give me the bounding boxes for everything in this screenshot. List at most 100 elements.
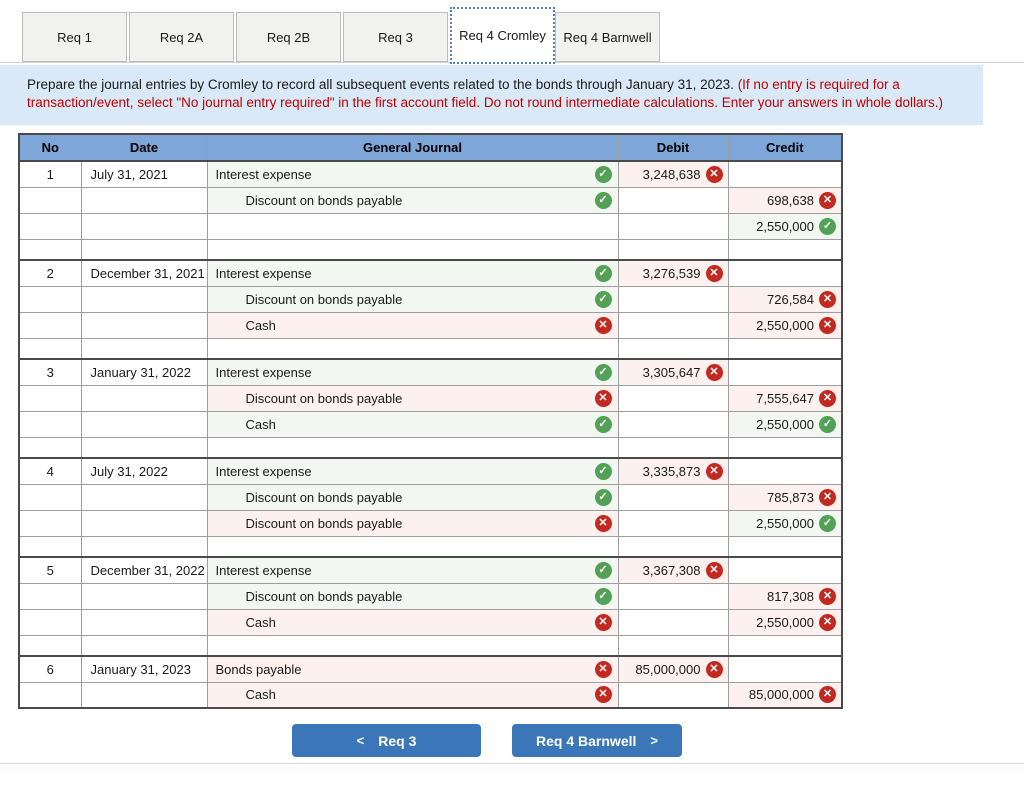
debit-field[interactable]: 85,000,000 ✕ <box>617 655 729 683</box>
credit-field[interactable] <box>727 457 843 485</box>
journal-row: Cash ✓ 2,550,000 ✓ <box>18 410 843 438</box>
account-field[interactable]: Interest expense ✓ <box>206 160 619 188</box>
correct-icon: ✓ <box>594 462 612 480</box>
credit-field[interactable] <box>727 160 843 188</box>
debit-field[interactable] <box>617 410 729 438</box>
incorrect-icon: ✕ <box>705 165 723 183</box>
incorrect-icon: ✕ <box>819 613 836 631</box>
credit-field[interactable]: 726,584 ✕ <box>727 285 843 313</box>
account-label: Discount on bonds payable <box>245 515 403 531</box>
account-field[interactable]: Discount on bonds payable ✓ <box>206 186 619 214</box>
tab-req-1[interactable]: Req 1 <box>22 12 127 62</box>
incorrect-icon: ✕ <box>594 514 612 532</box>
credit-value: 785,873 <box>767 489 814 505</box>
column-header-date: Date <box>80 133 208 162</box>
debit-field[interactable] <box>617 608 729 636</box>
credit-field[interactable]: 7,555,647 ✕ <box>727 384 843 412</box>
date-cell: January 31, 2023 <box>80 655 208 683</box>
debit-field[interactable] <box>617 483 729 511</box>
journal-row: 4 July 31, 2022 Interest expense ✓ 3,335,873… <box>18 457 843 485</box>
journal-row: 1 July 31, 2021 Interest expense ✓ 3,248,638… <box>18 160 843 188</box>
account-field[interactable]: Discount on bonds payable ✕ <box>206 509 619 537</box>
account-field[interactable]: Discount on bonds payable ✕ <box>206 384 619 412</box>
journal-row: Discount on bonds payable ✓ 726,584 ✕ <box>18 285 843 313</box>
next-requirement-button[interactable]: Req 4 Barnwell > <box>512 724 682 757</box>
date-cell: January 31, 2022 <box>80 358 208 386</box>
journal-row: Cash ✕ 85,000,000 ✕ <box>18 681 843 709</box>
debit-field[interactable] <box>617 311 729 339</box>
account-label: Discount on bonds payable <box>245 192 403 208</box>
date-cell <box>80 509 208 537</box>
account-field[interactable]: Cash ✕ <box>206 311 619 339</box>
debit-field[interactable] <box>617 582 729 610</box>
tab-req-3[interactable]: Req 3 <box>343 12 448 62</box>
debit-field[interactable] <box>617 212 729 240</box>
account-field[interactable]: Discount on bonds payable ✓ <box>206 582 619 610</box>
debit-field[interactable] <box>617 681 729 709</box>
account-field[interactable]: Cash ✓ <box>206 410 619 438</box>
credit-field[interactable]: 85,000,000 ✕ <box>727 681 843 709</box>
debit-field[interactable]: 3,367,308 ✕ <box>617 556 729 584</box>
journal-row: Cash ✕ 2,550,000 ✕ <box>18 608 843 636</box>
correct-icon: ✓ <box>594 587 612 605</box>
journal-row: Discount on bonds payable ✓ 785,873 ✕ <box>18 483 843 511</box>
credit-field[interactable]: 2,550,000 ✓ <box>727 212 843 240</box>
account-field[interactable]: Interest expense ✓ <box>206 358 619 386</box>
incorrect-icon: ✕ <box>705 660 723 678</box>
credit-value: 2,550,000 <box>756 614 814 630</box>
debit-field[interactable]: 3,335,873 ✕ <box>617 457 729 485</box>
debit-field[interactable] <box>617 509 729 537</box>
account-field[interactable]: Cash ✕ <box>206 681 619 709</box>
tab-req-2b[interactable]: Req 2B <box>236 12 341 62</box>
account-field[interactable]: Discount on bonds payable ✓ <box>206 483 619 511</box>
spacer-row <box>18 238 843 261</box>
credit-field[interactable]: 2,550,000 ✓ <box>727 509 843 537</box>
debit-field[interactable] <box>617 384 729 412</box>
credit-field[interactable] <box>727 556 843 584</box>
entry-number-cell <box>18 384 82 412</box>
tab-req-4-barnwell[interactable]: Req 4 Barnwell <box>555 12 660 62</box>
account-field[interactable]: Interest expense ✓ <box>206 457 619 485</box>
entry-number-cell: 1 <box>18 160 82 188</box>
account-field[interactable]: Interest expense ✓ <box>206 259 619 287</box>
prev-requirement-button[interactable]: < Req 3 <box>292 724 481 757</box>
spacer-cell <box>80 238 208 261</box>
account-field[interactable]: Cash ✕ <box>206 608 619 636</box>
debit-value: 3,335,873 <box>642 463 701 479</box>
credit-value: 726,584 <box>767 291 814 307</box>
credit-field[interactable]: 698,638 ✕ <box>727 186 843 214</box>
credit-field[interactable]: 785,873 ✕ <box>727 483 843 511</box>
debit-field[interactable] <box>617 186 729 214</box>
credit-field[interactable] <box>727 259 843 287</box>
credit-field[interactable]: 2,550,000 ✕ <box>727 311 843 339</box>
debit-value: 3,248,638 <box>642 166 701 182</box>
credit-field[interactable] <box>727 655 843 683</box>
date-cell <box>80 212 208 240</box>
debit-field[interactable]: 3,248,638 ✕ <box>617 160 729 188</box>
correct-icon: ✓ <box>594 165 612 183</box>
spacer-row <box>18 337 843 360</box>
incorrect-icon: ✕ <box>594 316 612 334</box>
debit-value: 85,000,000 <box>635 661 701 677</box>
debit-field[interactable]: 3,276,539 ✕ <box>617 259 729 287</box>
tab-req-4-cromley[interactable]: Req 4 Cromley <box>450 7 555 64</box>
account-field[interactable] <box>206 212 619 240</box>
account-field[interactable]: Discount on bonds payable ✓ <box>206 285 619 313</box>
account-field[interactable]: Interest expense ✓ <box>206 556 619 584</box>
account-label: Bonds payable <box>215 661 302 677</box>
debit-field[interactable]: 3,305,647 ✕ <box>617 358 729 386</box>
spacer-cell <box>206 238 619 261</box>
incorrect-icon: ✕ <box>705 561 723 579</box>
entry-number-cell <box>18 186 82 214</box>
journal-row: Discount on bonds payable ✕ 2,550,000 ✓ <box>18 509 843 537</box>
credit-field[interactable]: 2,550,000 ✕ <box>727 608 843 636</box>
credit-field[interactable] <box>727 358 843 386</box>
tab-req-2a[interactable]: Req 2A <box>129 12 234 62</box>
entry-number-cell <box>18 582 82 610</box>
credit-field[interactable]: 2,550,000 ✓ <box>727 410 843 438</box>
date-cell <box>80 681 208 709</box>
debit-field[interactable] <box>617 285 729 313</box>
credit-field[interactable]: 817,308 ✕ <box>727 582 843 610</box>
account-field[interactable]: Bonds payable ✕ <box>206 655 619 683</box>
spacer-cell <box>727 436 843 459</box>
